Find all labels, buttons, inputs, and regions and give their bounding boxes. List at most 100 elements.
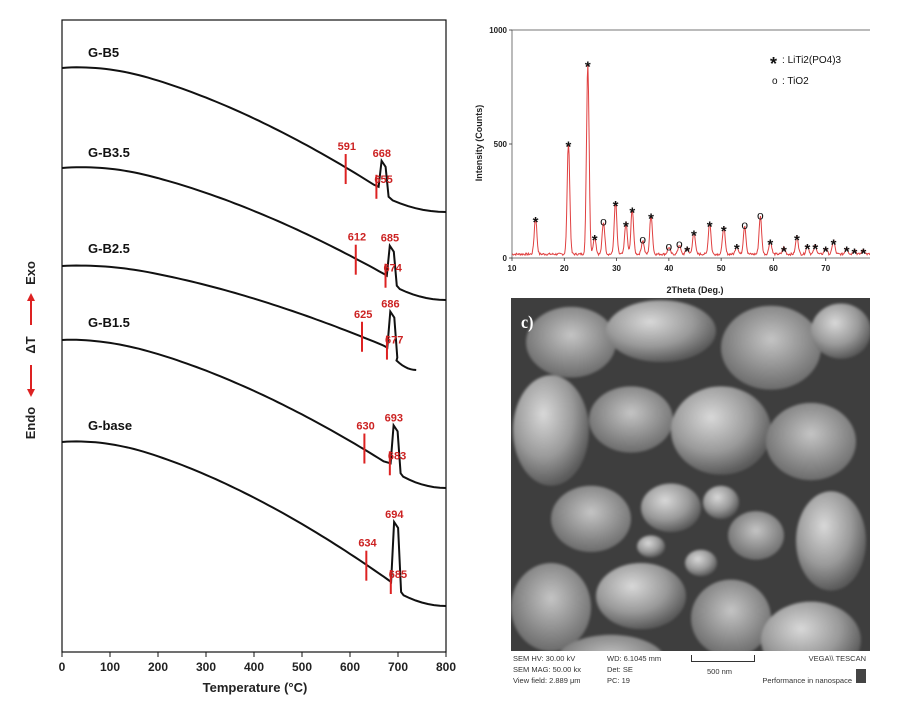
sem-pc: PC: 19 [607,676,630,685]
dta-chart: G-B5 591 655 668 G-B3.5 612 674 685 G-B2.5 625 677… [23,19,456,695]
dta-curves [61,66,447,607]
xrd-peak-star-marker: * [629,205,635,222]
dta-curve-5 [61,440,447,607]
xrd-peak-star-marker: * [852,246,858,263]
xrd-x-tick-label: 10 [508,264,517,273]
xrd-peak-star-marker: * [648,210,654,227]
sem-mag: SEM MAG: 50.00 kx [513,665,581,674]
xrd-peak-star-marker: * [707,218,713,235]
xrd-peak-star-marker: * [860,246,866,263]
xrd-peak-star-marker: * [721,223,727,240]
legend-circle-symbol: o [772,76,778,87]
xrd-x-tick-label: 20 [560,264,569,273]
exo-label: Exo [23,261,38,285]
dta-x-tick-label: 0 [59,660,66,674]
xrd-peak-star-marker: * [734,241,740,258]
xrd-peak-star-marker: * [781,243,787,260]
xrd-y-tick-label: 1000 [489,26,507,35]
xrd-peak-star-marker: * [812,241,818,258]
sem-wd: WD: 6.1045 mm [607,654,662,663]
xrd-peak-star-marker: * [767,237,773,254]
xrd-peak-circle-marker: o [741,218,748,232]
dta-curve-4 [61,338,447,489]
xrd-peak-markers: ****o***o*o o *** **oo* *** * * * * * * [533,59,867,263]
dta-x-tick-label: 300 [196,660,216,674]
xrd-x-tick-label: 40 [664,264,673,273]
dta-series-label: G-B3.5 [88,145,130,160]
dta-series-label: G-base [88,418,132,433]
sem-micrograph: c) [511,298,870,690]
dta-series-label: G-B1.5 [88,315,130,330]
dta-annotation: 625 [354,309,372,321]
sem-hv: SEM HV: 30.00 kV [513,654,576,663]
dta-annotation: 685 [389,569,407,581]
delta-t-label: ΔT [23,336,38,353]
dta-annotation: 674 [384,263,403,275]
dta-annotation: 694 [385,509,404,521]
xrd-peak-star-marker: * [533,214,539,231]
dta-curve-3 [61,264,417,371]
xrd-peak-star-marker: * [613,198,619,215]
xrd-chart: 102030405060708005001000 ****o***o*oo***… [474,26,870,295]
xrd-peak-circle-marker: o [639,233,646,247]
dta-curve-1 [61,66,447,213]
sem-tagline: Performance in nanospace [762,676,852,685]
xrd-peak-star-marker: * [623,218,629,235]
xrd-peak-star-marker: * [794,232,800,249]
xrd-x-tick-label: 70 [821,264,830,273]
dta-x-tick-label: 800 [436,660,456,674]
dta-annotation: 634 [358,538,377,550]
dta-x-tick-label: 200 [148,660,168,674]
xrd-legend: * : LiTi2(PO4)3 o : TiO2 [770,54,842,87]
xrd-x-tick-label: 50 [717,264,726,273]
sem-brand: VEGA\\ TESCAN [808,654,866,663]
xrd-peak-circle-marker: o [757,209,764,223]
sem-scale-bar [691,655,755,662]
xrd-y-axis-label: Intensity (Counts) [474,105,484,182]
endo-label: Endo [23,407,38,440]
dta-annotation: 591 [338,141,356,153]
endo-arrowhead [27,389,35,397]
dta-y-axis-label: Endo ΔT Exo [23,261,38,439]
xrd-peak-star-marker: * [585,59,591,76]
dta-x-ticks: 0 100 200 300 400 500 600 700 800 [59,652,456,674]
sem-panel-label: c) [521,312,533,332]
sem-det: Det: SE [607,665,633,674]
xrd-ticks: 102030405060708005001000 [489,26,831,273]
dta-x-tick-label: 100 [100,660,120,674]
sem-view-field: View field: 2.889 μm [513,676,581,685]
dta-x-tick-label: 700 [388,660,408,674]
sem-info-bar: SEM HV: 30.00 kV SEM MAG: 50.00 kx View … [511,651,870,691]
legend-star-symbol: * [770,54,777,74]
dta-series-label: G-B2.5 [88,241,130,256]
dta-annotation: 668 [373,148,391,160]
sem-logo-icon [856,669,866,683]
dta-annotation: 655 [374,174,392,186]
legend-tio2-text: TiO2 [787,76,809,87]
dta-x-tick-label: 600 [340,660,360,674]
xrd-peak-circle-marker: o [600,214,607,228]
legend-star-label: : LiTi2(PO4)3 [782,55,842,66]
dta-annotation: 630 [356,421,374,433]
dta-annotation: 683 [388,450,406,462]
xrd-peak-star-marker: * [823,243,829,260]
xrd-peak-circle-marker: o [666,239,673,253]
xrd-peak-circle-marker: o [676,237,683,251]
xrd-peak-star-marker: * [684,243,690,260]
xrd-x-tick-label: 60 [769,264,778,273]
dta-series-label: G-B5 [88,45,119,60]
legend-circle-label: : TiO2 [782,76,809,87]
dta-x-axis-label: Temperature (°C) [203,680,308,695]
xrd-peak-star-marker: * [831,237,837,254]
xrd-peak-star-marker: * [844,243,850,260]
sem-scale-label: 500 nm [707,667,733,676]
xrd-peak-star-marker: * [592,232,598,249]
dta-annotation: 685 [381,233,399,245]
xrd-pattern-line [511,64,870,257]
dta-x-tick-label: 400 [244,660,264,674]
dta-curve-2 [61,166,447,301]
xrd-x-tick-label: 30 [612,264,621,273]
dta-annotation: 693 [385,412,403,424]
dta-annotation: 686 [381,299,399,311]
xrd-peak-star-marker: * [691,227,697,244]
